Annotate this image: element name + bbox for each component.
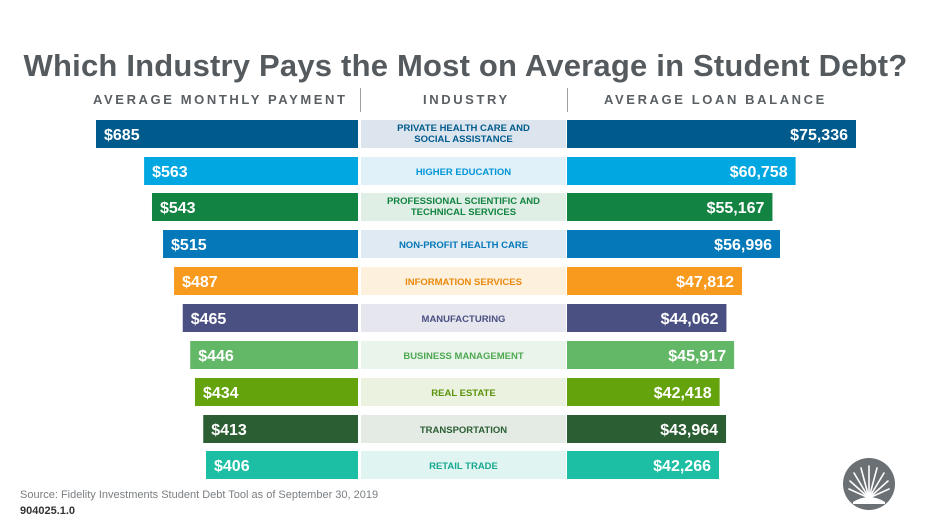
loan-balance-label: $56,996 <box>714 237 772 254</box>
loan-balance-label: $60,758 <box>730 164 788 181</box>
monthly-payment-bar <box>203 415 358 443</box>
industry-label: TRANSPORTATION <box>420 425 507 436</box>
monthly-payment-label: $413 <box>211 422 247 439</box>
loan-balance-label: $44,062 <box>661 311 719 328</box>
industry-band <box>361 341 566 369</box>
industry-label: BUSINESS MANAGEMENT <box>403 351 524 362</box>
loan-balance-label: $47,812 <box>676 274 734 291</box>
industry-label: INFORMATION SERVICES <box>405 277 522 288</box>
industry-band <box>361 378 566 406</box>
industry-label: NON-PROFIT HEALTH CARE <box>399 240 528 251</box>
industry-label: TECHNICAL SERVICES <box>411 207 516 218</box>
industry-label: PROFESSIONAL SCIENTIFIC AND <box>387 196 540 207</box>
loan-balance-label: $43,964 <box>660 422 718 439</box>
industry-band <box>361 267 566 295</box>
loan-balance-bar <box>567 157 796 185</box>
industry-label: RETAIL TRADE <box>429 461 498 472</box>
header-average-monthly-payment: AVERAGE MONTHLY PAYMENT <box>93 92 348 107</box>
industry-band <box>361 157 566 185</box>
monthly-payment-label: $685 <box>104 127 140 144</box>
industry-band <box>361 230 566 258</box>
source-note: Source: Fidelity Investments Student Deb… <box>20 489 379 501</box>
industry-label: PRIVATE HEALTH CARE AND <box>397 123 530 134</box>
loan-balance-bar <box>567 230 781 258</box>
industry-band <box>361 120 566 148</box>
monthly-payment-bar <box>206 451 358 479</box>
loan-balance-bar <box>567 378 720 406</box>
industry-band <box>361 193 566 221</box>
monthly-payment-bar <box>163 230 358 258</box>
monthly-payment-label: $446 <box>198 348 234 365</box>
industry-band <box>361 415 566 443</box>
loan-balance-bar <box>567 304 727 332</box>
header-industry: INDUSTRY <box>423 92 510 107</box>
monthly-payment-label: $406 <box>214 458 250 475</box>
monthly-payment-bar <box>151 193 358 221</box>
loan-balance-label: $75,336 <box>790 127 848 144</box>
industry-label: MANUFACTURING <box>422 314 506 325</box>
industry-label: REAL ESTATE <box>431 388 495 399</box>
loan-balance-bar <box>567 193 773 221</box>
monthly-payment-bar <box>194 378 358 406</box>
monthly-payment-label: $515 <box>171 237 207 254</box>
loan-balance-label: $42,266 <box>653 458 711 475</box>
monthly-payment-label: $465 <box>191 311 227 328</box>
loan-balance-bar <box>567 415 727 443</box>
header-divider-right <box>567 88 568 112</box>
monthly-payment-label: $563 <box>152 164 188 181</box>
header-average-loan-balance: AVERAGE LOAN BALANCE <box>604 92 827 107</box>
loan-balance-bar <box>567 267 742 295</box>
monthly-payment-bar <box>174 267 358 295</box>
document-code: 904025.1.0 <box>20 505 76 517</box>
page-title: Which Industry Pays the Most on Average … <box>23 48 908 83</box>
monthly-payment-bar <box>190 341 358 369</box>
loan-balance-bar <box>567 341 735 369</box>
loan-balance-bar <box>567 451 719 479</box>
loan-balance-label: $42,418 <box>654 385 712 402</box>
industry-label: HIGHER EDUCATION <box>416 167 511 178</box>
industry-band <box>361 304 566 332</box>
monthly-payment-label: $434 <box>203 385 239 402</box>
loan-balance-label: $55,167 <box>707 200 765 217</box>
industry-label: SOCIAL ASSISTANCE <box>414 134 513 145</box>
monthly-payment-bar <box>96 120 358 148</box>
loan-balance-bar <box>567 120 856 148</box>
monthly-payment-bar <box>182 304 358 332</box>
loan-balance-label: $45,917 <box>668 348 726 365</box>
header-divider-left <box>360 88 361 112</box>
monthly-payment-label: $487 <box>182 274 218 291</box>
monthly-payment-bar <box>144 157 358 185</box>
industry-band <box>361 451 566 479</box>
fidelity-logo-icon <box>843 458 895 510</box>
monthly-payment-label: $543 <box>160 200 196 217</box>
